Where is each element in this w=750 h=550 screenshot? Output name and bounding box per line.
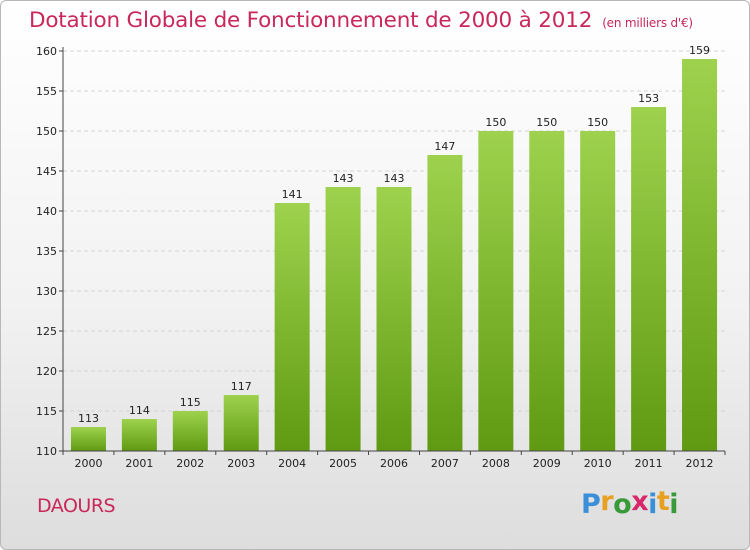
x-tick-label: 2010 (584, 457, 612, 470)
bar-value-label: 150 (536, 116, 557, 129)
bar (325, 187, 361, 451)
x-tick-label: 2009 (533, 457, 561, 470)
y-tick-label: 120 (36, 365, 57, 378)
bar-value-label: 141 (282, 188, 303, 201)
bar-value-label: 115 (180, 396, 201, 409)
x-tick-label: 2004 (278, 457, 306, 470)
axes (59, 47, 726, 455)
title-text: Dotation Globale de Fonctionnement de 20… (29, 8, 593, 33)
bar (478, 131, 514, 451)
y-tick-label: 150 (36, 125, 57, 138)
chart-title: Dotation Globale de Fonctionnement de 20… (29, 8, 693, 33)
bar-value-label: 113 (78, 412, 99, 425)
logo-letter: i (669, 489, 679, 520)
x-tick-label: 2000 (74, 457, 102, 470)
bar (631, 107, 667, 451)
y-tick-label: 145 (36, 165, 57, 178)
bar-value-label: 147 (434, 140, 455, 153)
x-tick-label: 2001 (125, 457, 153, 470)
y-tick-label: 155 (36, 85, 57, 98)
bars (70, 59, 718, 451)
logo-letter: r (600, 486, 614, 517)
bar (172, 411, 208, 451)
bar (529, 131, 565, 451)
y-tick-label: 130 (36, 285, 57, 298)
y-tick-label: 125 (36, 325, 57, 338)
bar (70, 427, 106, 451)
x-tick-label: 2011 (635, 457, 663, 470)
bar (274, 203, 310, 451)
bar (682, 59, 718, 451)
logo-letter: o (613, 489, 632, 520)
logo-letter: P (581, 489, 601, 520)
proxiti-logo: Proxiti (581, 486, 691, 525)
x-tick-label: 2002 (176, 457, 204, 470)
bar-value-label: 159 (689, 44, 710, 57)
labels: 110 115 120 125 130 135 140 145 150 155 160 113 2000… (36, 44, 714, 470)
y-tick-label: 140 (36, 205, 57, 218)
bar-value-label: 117 (231, 380, 252, 393)
bar (580, 131, 616, 451)
bar-value-label: 150 (485, 116, 506, 129)
bar (376, 187, 412, 451)
y-tick-label: 115 (36, 405, 57, 418)
unit-note: (en milliers d'€) (602, 16, 693, 30)
logo-letter: x (631, 486, 649, 517)
bar-value-label: 153 (638, 92, 659, 105)
y-tick-label: 110 (36, 445, 57, 458)
x-tick-label: 2012 (686, 457, 714, 470)
logo-letter: i (648, 489, 657, 520)
y-tick-label: 135 (36, 245, 57, 258)
bar-value-label: 143 (333, 172, 354, 185)
bar (121, 419, 157, 451)
bar (223, 395, 259, 451)
commune-name: DAOURS (37, 495, 116, 517)
bar (427, 155, 463, 451)
x-tick-label: 2008 (482, 457, 510, 470)
bar-value-label: 114 (129, 404, 150, 417)
x-tick-label: 2006 (380, 457, 408, 470)
bar-value-label: 143 (384, 172, 405, 185)
y-tick-label: 160 (36, 45, 57, 58)
x-tick-label: 2007 (431, 457, 459, 470)
x-tick-label: 2003 (227, 457, 255, 470)
bar-value-label: 150 (587, 116, 608, 129)
logo-letter: t (656, 486, 670, 517)
x-tick-label: 2005 (329, 457, 357, 470)
